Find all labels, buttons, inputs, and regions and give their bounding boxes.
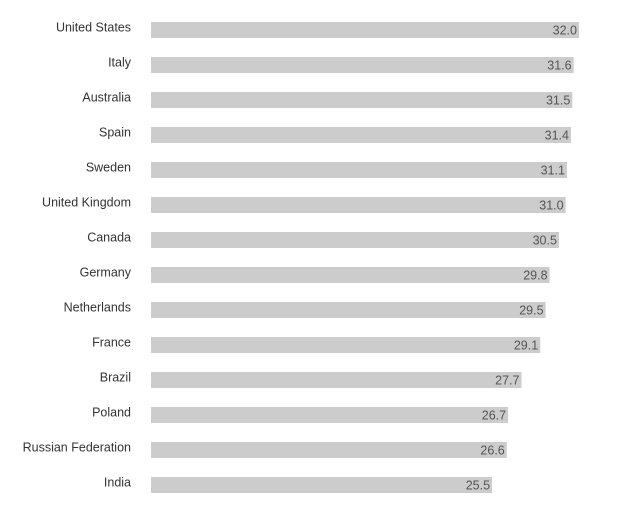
value-label: 26.7 xyxy=(482,408,506,422)
value-label: 31.1 xyxy=(541,163,565,177)
bar xyxy=(151,22,579,38)
value-label: 31.5 xyxy=(546,93,570,107)
bar xyxy=(151,337,541,353)
bar xyxy=(151,477,493,493)
bar xyxy=(151,162,567,178)
category-label: Sweden xyxy=(86,160,131,174)
category-label: Germany xyxy=(80,265,132,279)
bar xyxy=(151,372,522,388)
category-label: United States xyxy=(56,20,131,34)
bar xyxy=(151,127,571,143)
category-label: Poland xyxy=(92,405,131,419)
value-label: 31.6 xyxy=(547,58,571,72)
category-label: Spain xyxy=(99,125,131,139)
bar xyxy=(151,57,574,73)
value-label: 29.1 xyxy=(514,338,538,352)
value-label: 26.6 xyxy=(480,443,504,457)
bar xyxy=(151,302,546,318)
category-label: Canada xyxy=(87,230,131,244)
category-label: Australia xyxy=(82,90,131,104)
value-label: 29.5 xyxy=(519,303,543,317)
category-label: India xyxy=(104,475,131,489)
category-label: Brazil xyxy=(100,370,131,384)
category-label: Russian Federation xyxy=(23,440,131,454)
bar xyxy=(151,442,507,458)
value-label: 31.4 xyxy=(545,128,569,142)
value-label: 30.5 xyxy=(533,233,557,247)
category-label: United Kingdom xyxy=(42,195,131,209)
value-label: 27.7 xyxy=(495,373,519,387)
bar xyxy=(151,197,566,213)
value-label: 25.5 xyxy=(466,478,490,492)
category-label: France xyxy=(92,335,131,349)
bar xyxy=(151,407,509,423)
category-label: Italy xyxy=(108,55,132,69)
value-label: 31.0 xyxy=(539,198,563,212)
bar xyxy=(151,232,559,248)
bar xyxy=(151,92,573,108)
value-label: 29.8 xyxy=(523,268,547,282)
bar xyxy=(151,267,550,283)
category-label: Netherlands xyxy=(64,300,131,314)
value-label: 32.0 xyxy=(553,23,577,37)
